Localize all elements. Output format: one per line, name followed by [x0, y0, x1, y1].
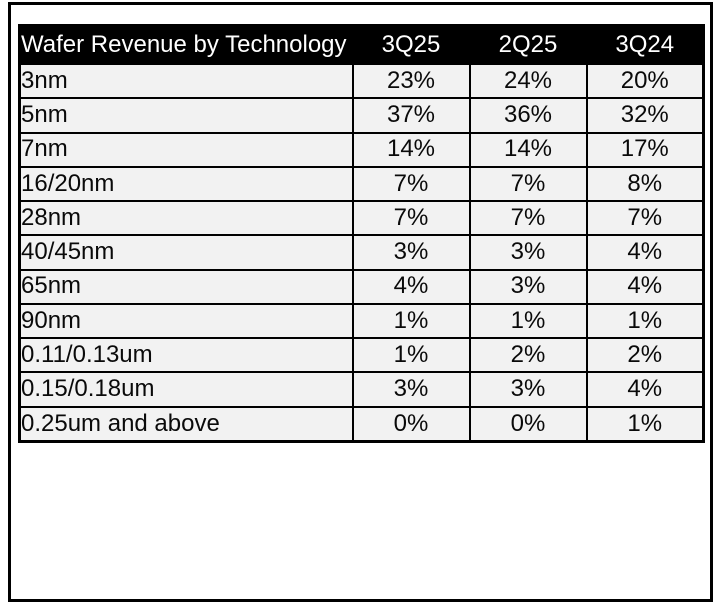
table-row: 16/20nm 7% 7% 8% [18, 165, 705, 203]
revenue-percent-value: 3% [351, 234, 471, 271]
technology-label: 90nm [18, 302, 354, 340]
revenue-percent-value: 7% [585, 199, 705, 237]
revenue-percent-value: 1% [585, 405, 705, 443]
header-col-3q24: 3Q24 [585, 24, 705, 65]
technology-label: 0.25um and above [18, 405, 354, 443]
header-title-cell: Wafer Revenue by Technology [18, 24, 354, 65]
technology-label: 0.11/0.13um [18, 336, 354, 374]
wafer-revenue-table: Wafer Revenue by Technology 3Q25 2Q25 3Q… [18, 24, 705, 443]
revenue-percent-value: 4% [585, 268, 705, 305]
table-row: 40/45nm 3% 3% 4% [18, 234, 705, 271]
technology-label: 5nm [18, 97, 354, 134]
revenue-percent-value: 32% [585, 97, 705, 134]
technology-label: 3nm [18, 62, 354, 100]
table-header: Wafer Revenue by Technology 3Q25 2Q25 3Q… [18, 24, 705, 65]
revenue-percent-value: 7% [351, 199, 471, 237]
revenue-percent-value: 1% [351, 302, 471, 340]
revenue-percent-value: 24% [468, 62, 588, 100]
revenue-percent-value: 3% [351, 371, 471, 408]
table-row: 90nm 1% 1% 1% [18, 302, 705, 340]
revenue-percent-value: 8% [585, 165, 705, 203]
revenue-percent-value: 1% [468, 302, 588, 340]
revenue-percent-value: 3% [468, 234, 588, 271]
revenue-percent-value: 36% [468, 97, 588, 134]
header-row: Wafer Revenue by Technology 3Q25 2Q25 3Q… [18, 24, 705, 65]
revenue-percent-value: 17% [585, 131, 705, 168]
revenue-percent-value: 14% [468, 131, 588, 168]
table-row: 7nm 14% 14% 17% [18, 131, 705, 168]
table-row: 3nm 23% 24% 20% [18, 62, 705, 100]
revenue-percent-value: 2% [585, 336, 705, 374]
table-row: 65nm 4% 3% 4% [18, 268, 705, 305]
revenue-percent-value: 14% [351, 131, 471, 168]
revenue-percent-value: 0% [351, 405, 471, 443]
table-row: 0.25um and above 0% 0% 1% [18, 405, 705, 443]
revenue-percent-value: 23% [351, 62, 471, 100]
table-row: 0.11/0.13um 1% 2% 2% [18, 336, 705, 374]
revenue-percent-value: 1% [585, 302, 705, 340]
revenue-percent-value: 0% [468, 405, 588, 443]
table-row: 28nm 7% 7% 7% [18, 199, 705, 237]
technology-label: 16/20nm [18, 165, 354, 203]
revenue-percent-value: 4% [585, 371, 705, 408]
revenue-percent-value: 1% [351, 336, 471, 374]
header-col-2q25: 2Q25 [468, 24, 588, 65]
revenue-percent-value: 7% [468, 199, 588, 237]
revenue-percent-value: 7% [468, 165, 588, 203]
revenue-percent-value: 3% [468, 268, 588, 305]
revenue-percent-value: 20% [585, 62, 705, 100]
header-col-3q25: 3Q25 [351, 24, 471, 65]
technology-label: 28nm [18, 199, 354, 237]
table-body: 3nm 23% 24% 20% 5nm 37% 36% 32% 7nm 14% 14% 17% 16/2… [18, 62, 705, 443]
table-row: 0.15/0.18um 3% 3% 4% [18, 371, 705, 408]
technology-label: 0.15/0.18um [18, 371, 354, 408]
revenue-percent-value: 7% [351, 165, 471, 203]
table-row: 5nm 37% 36% 32% [18, 97, 705, 134]
revenue-percent-value: 37% [351, 97, 471, 134]
technology-label: 7nm [18, 131, 354, 168]
technology-label: 40/45nm [18, 234, 354, 271]
revenue-percent-value: 2% [468, 336, 588, 374]
revenue-percent-value: 4% [585, 234, 705, 271]
technology-label: 65nm [18, 268, 354, 305]
revenue-percent-value: 4% [351, 268, 471, 305]
revenue-percent-value: 3% [468, 371, 588, 408]
